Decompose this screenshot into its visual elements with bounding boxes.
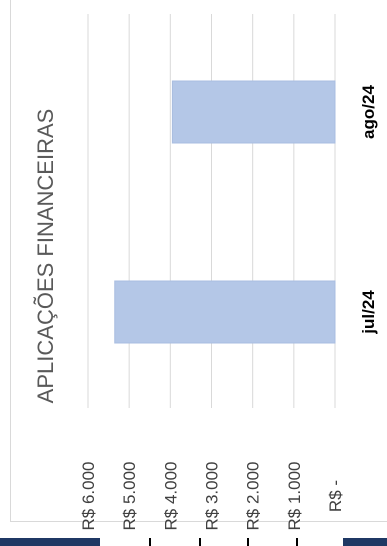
strip-tick — [199, 538, 201, 546]
tick-label: R$ 5.000 — [120, 462, 139, 531]
tick-label: R$ 2.000 — [244, 462, 263, 531]
tick-label: R$ 4.000 — [161, 462, 180, 531]
strip-tick — [149, 538, 151, 546]
tick-label: R$ 1.000 — [285, 462, 304, 531]
bar — [114, 280, 336, 344]
category-label: jul/24 — [359, 290, 378, 335]
strip-tick — [296, 538, 298, 546]
tick-label: R$ 3.000 — [203, 462, 222, 531]
chart-title: APLICAÇÕES FINANCEIRAS — [33, 109, 58, 404]
strip-block-left — [0, 538, 100, 546]
strip-tick — [247, 538, 249, 546]
bar — [171, 80, 336, 144]
bottom-strip — [0, 532, 387, 546]
tick-label: R$ 6.000 — [79, 462, 98, 531]
category-label: ago/24 — [359, 85, 378, 139]
strip-block-right — [343, 538, 387, 546]
tick-label: R$ - — [326, 480, 345, 512]
